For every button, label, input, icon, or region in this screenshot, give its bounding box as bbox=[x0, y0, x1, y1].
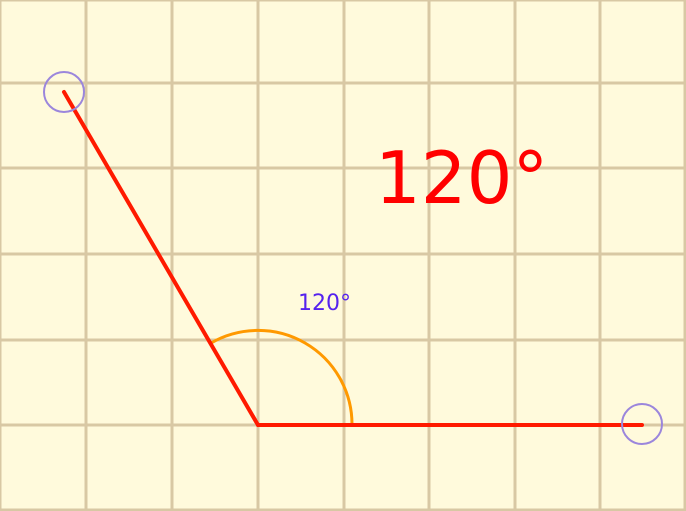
angle-arc bbox=[209, 328, 354, 426]
arc-angle-label: 120° bbox=[298, 291, 351, 316]
angle-measure-label: 120° bbox=[375, 136, 548, 220]
right-endpoint-handle[interactable] bbox=[621, 403, 663, 445]
ray-left bbox=[62, 90, 260, 427]
left-endpoint-handle[interactable] bbox=[43, 71, 85, 113]
